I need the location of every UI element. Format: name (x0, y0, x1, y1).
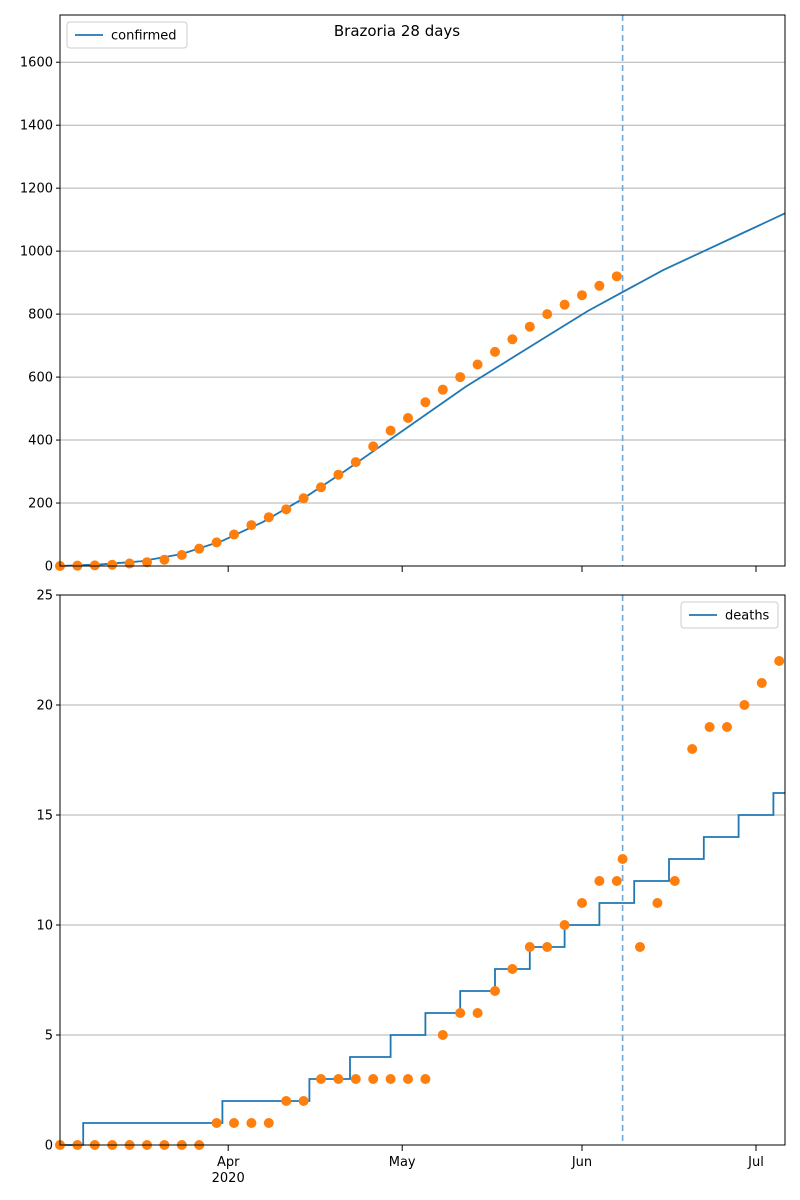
observed-point (617, 854, 628, 864)
observed-point (368, 1074, 379, 1084)
observed-point (159, 554, 170, 565)
observed-point (263, 512, 274, 523)
legend-label: confirmed (111, 29, 177, 44)
observed-point (298, 1096, 309, 1106)
y-tick-label: 1600 (20, 56, 53, 71)
observed-point (211, 1118, 222, 1128)
observed-point (437, 384, 448, 395)
x-tick-label: May (389, 1155, 416, 1170)
observed-point (333, 469, 344, 480)
y-tick-label: 1400 (20, 119, 53, 134)
observed-point (490, 346, 500, 357)
observed-point (420, 1074, 431, 1084)
observed-point (124, 558, 135, 569)
observed-point (176, 549, 187, 560)
plot-frame (59, 594, 786, 1146)
observed-point (350, 457, 361, 468)
model-line (59, 212, 786, 567)
y-tick-label: 1000 (20, 245, 53, 260)
legend-box (680, 601, 779, 629)
observed-point (739, 700, 750, 710)
observed-point (559, 299, 570, 310)
observed-point (316, 482, 326, 493)
observed-point (107, 559, 118, 570)
legend-label: deaths (725, 609, 770, 624)
observed-point (263, 1118, 274, 1128)
observed-point (298, 493, 309, 504)
legend: deaths (680, 601, 779, 629)
model-line (60, 792, 785, 1146)
observed-point (594, 280, 605, 291)
observed-point (142, 557, 152, 568)
observed-point (652, 898, 663, 908)
observed-point (524, 942, 535, 952)
y-tick-label: 800 (28, 308, 53, 323)
observed-point (385, 1074, 396, 1084)
confirmed-chart-panel: 0 200 400 600 800 1000 1200 1400 1600 Brazoria 28… (20, 14, 786, 575)
observed-point (704, 722, 715, 732)
observed-point (774, 656, 785, 666)
observed-point (542, 942, 553, 952)
observed-point (403, 413, 413, 424)
observed-point (594, 876, 605, 886)
observed-point (455, 372, 466, 383)
observed-point (229, 529, 239, 540)
x-tick-sublabel: 2020 (212, 1171, 245, 1186)
y-tick-label: 1200 (20, 182, 53, 197)
y-tick-label: 0 (45, 1139, 53, 1154)
observed-point (756, 678, 767, 688)
observed-point (246, 520, 257, 531)
observed-point (577, 898, 587, 908)
observed-point (542, 309, 553, 320)
plot-frame (59, 14, 786, 567)
y-tick-label: 15 (36, 809, 53, 824)
observed-point (490, 986, 500, 996)
y-tick-label: 200 (28, 497, 53, 512)
observed-point (722, 722, 732, 732)
observed-point (472, 1008, 483, 1018)
y-tick-label: 600 (28, 371, 53, 386)
observed-point (211, 537, 222, 548)
y-tick-label: 20 (36, 699, 53, 714)
observed-point (687, 744, 698, 754)
legend: confirmed (66, 21, 188, 49)
observed-point (246, 1118, 257, 1128)
x-tick-label: Apr (217, 1155, 240, 1170)
observed-point (194, 543, 205, 554)
observed-point (403, 1074, 413, 1084)
y-tick-label: 0 (45, 560, 53, 575)
observed-point (385, 425, 396, 436)
observed-point (472, 359, 483, 370)
observed-point (420, 397, 431, 408)
observed-point (507, 964, 518, 974)
observed-point (316, 1074, 326, 1084)
observed-point (281, 1096, 292, 1106)
observed-point (229, 1118, 239, 1128)
observed-point (333, 1074, 344, 1084)
observed-point (635, 942, 645, 952)
x-tick-label: Jun (571, 1155, 592, 1170)
y-tick-label: 400 (28, 434, 53, 449)
observed-point (350, 1074, 361, 1084)
observed-point (577, 290, 587, 301)
y-tick-label: 25 (36, 589, 53, 604)
y-tick-label: 10 (36, 919, 53, 934)
y-tick-label: 5 (45, 1029, 53, 1044)
observed-point (89, 560, 100, 571)
chart-title: Brazoria 28 days (334, 22, 460, 40)
legend-box (66, 21, 188, 49)
observed-point (611, 876, 622, 886)
observed-point (368, 441, 379, 452)
observed-point (559, 920, 570, 930)
observed-point (611, 271, 622, 282)
observed-point (281, 504, 292, 515)
observed-point (455, 1008, 466, 1018)
observed-point (669, 876, 680, 886)
observed-point (507, 334, 518, 345)
x-tick-label: Jul (747, 1155, 764, 1170)
observed-point (437, 1030, 448, 1040)
observed-point (524, 321, 535, 332)
